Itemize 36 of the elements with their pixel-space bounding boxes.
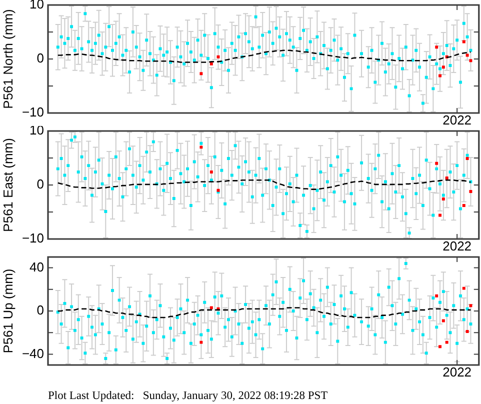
point: [466, 54, 469, 57]
y-tick-label: 0: [36, 50, 44, 66]
point: [200, 340, 203, 344]
point: [210, 170, 213, 174]
point: [469, 59, 472, 62]
point: [200, 146, 203, 149]
point: [462, 40, 466, 44]
y-axis-title: P561 Up (mm): [0, 268, 16, 354]
point: [435, 162, 438, 165]
y-tick-label: −40: [22, 346, 44, 361]
x-tick-label: 2022: [442, 112, 472, 128]
point: [435, 294, 438, 298]
point: [438, 345, 442, 348]
y-tick-label: 0: [36, 176, 44, 192]
y-tick-label: −10: [22, 104, 44, 120]
point: [200, 72, 203, 76]
point: [466, 330, 469, 334]
y-tick-label: −10: [22, 230, 44, 246]
point: [435, 46, 438, 49]
x-tick-label: 2022: [442, 238, 472, 254]
y-tick-label: 0: [36, 302, 44, 318]
point: [466, 157, 469, 160]
point: [445, 340, 448, 344]
point: [210, 62, 213, 66]
point: [442, 66, 445, 69]
point: [462, 286, 466, 290]
y-axis-title: P561 East (mm): [0, 138, 16, 232]
x-tick-label: 2022: [442, 364, 472, 380]
point: [462, 204, 466, 208]
point: [442, 319, 445, 322]
point: [442, 198, 445, 201]
y-tick-label: 40: [30, 259, 44, 274]
point: [469, 304, 472, 308]
text: Plot Last Updated: Sunday, January 30, 2022 08:19:28 PST: [48, 390, 328, 403]
y-axis-title: P561 North (mm): [0, 9, 16, 109]
point: [469, 190, 472, 193]
